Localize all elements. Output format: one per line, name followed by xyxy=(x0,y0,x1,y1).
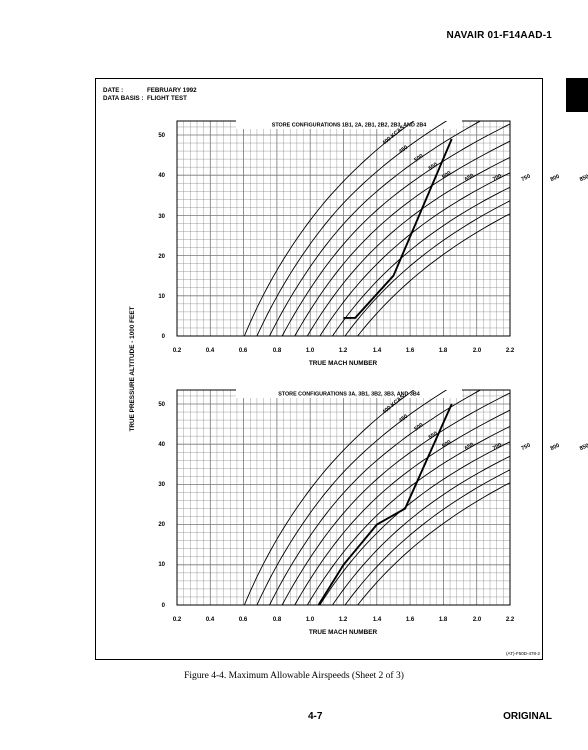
kcas-curves xyxy=(243,121,510,336)
figure-frame xyxy=(95,78,543,660)
page-number: 4-7 xyxy=(308,711,323,722)
chart-panel-1: STORE CONFIGURATIONS 1B1, 2A, 2B1, 2B2, … xyxy=(158,119,588,367)
kcas-curve-450 xyxy=(256,121,448,336)
kcas-curve-850 xyxy=(357,213,510,336)
kcas-curve-650 xyxy=(306,425,510,605)
kcas-curve-400 xyxy=(243,121,415,336)
kcas-curve-label: 850 xyxy=(579,174,588,183)
x-axis-label: TRUE MACH NUMBER xyxy=(309,629,378,636)
kcas-curve-label: 700 xyxy=(492,442,503,452)
kcas-curve-700 xyxy=(319,172,510,336)
figure-caption: Figure 4-4. Maximum Allowable Airspeeds … xyxy=(184,671,404,681)
kcas-curves xyxy=(243,390,510,605)
y-tick-label: 20 xyxy=(158,254,165,260)
kcas-curve-label: 850 xyxy=(579,443,588,452)
kcas-curve-label: 550 xyxy=(428,162,439,172)
y-axis-label: TRUE PRESSURE ALTITUDE - 1000 FEET xyxy=(129,306,136,431)
date-value: FEBRUARY 1992 xyxy=(147,87,197,94)
y-tick-label: 20 xyxy=(158,522,165,528)
kcas-curve-label: 600 xyxy=(441,170,452,180)
max-airspeed-limit-line xyxy=(317,403,453,606)
kcas-curve-600 xyxy=(294,140,510,336)
chart-title-box xyxy=(236,388,462,398)
date-label: DATE : xyxy=(103,87,124,94)
x-tick-label: 1.2 xyxy=(339,617,348,623)
x-tick-label: 2.2 xyxy=(506,348,515,354)
x-tick-label: 0.2 xyxy=(173,348,182,354)
kcas-curve-750 xyxy=(332,455,510,605)
x-axis-label: TRUE MACH NUMBER xyxy=(309,360,378,367)
kcas-curve-label: 750 xyxy=(520,443,531,452)
x-tick-label: 1.6 xyxy=(406,617,415,623)
data-basis-value: FLIGHT TEST xyxy=(147,95,187,102)
x-tick-label: 1.8 xyxy=(439,617,448,623)
kcas-curve-label: 600 xyxy=(441,439,452,449)
kcas-curve-550 xyxy=(281,123,510,336)
kcas-curve-label: 650 xyxy=(464,442,475,452)
kcas-curve-500 xyxy=(269,121,482,336)
x-tick-label: 1.0 xyxy=(306,617,315,623)
kcas-curve-450 xyxy=(256,390,448,605)
y-tick-label: 10 xyxy=(158,562,165,568)
x-tick-label: 1.4 xyxy=(373,348,382,354)
kcas-curve-label: 700 xyxy=(492,173,503,183)
page-status: ORIGINAL xyxy=(503,711,552,722)
chart-title: STORE CONFIGURATIONS 1B1, 2A, 2B1, 2B2, … xyxy=(272,123,426,129)
kcas-curve-label: 450 xyxy=(398,414,409,424)
x-tick-label: 0.8 xyxy=(273,348,282,354)
x-tick-label: 2.0 xyxy=(473,617,482,623)
kcas-curve-800 xyxy=(344,469,510,605)
data-basis-label: DATA BASIS : xyxy=(103,95,144,102)
kcas-curve-600 xyxy=(294,409,510,605)
x-tick-label: 0.4 xyxy=(206,617,215,623)
figure-metadata: DATE : FEBRUARY 1992 DATA BASIS : FLIGHT T… xyxy=(103,87,197,103)
kcas-curve-label: 750 xyxy=(520,174,531,183)
x-tick-label: 1.4 xyxy=(373,617,382,623)
kcas-curve-650 xyxy=(306,156,510,336)
y-tick-label: 0 xyxy=(162,334,166,340)
chart-title: STORE CONFIGURATIONS 3A, 3B1, 3B2, 3B3, … xyxy=(278,392,420,398)
y-tick-label: 50 xyxy=(158,133,165,139)
kcas-curve-400 xyxy=(243,390,415,605)
x-tick-label: 1.0 xyxy=(306,348,315,354)
kcas-curve-label: 800 xyxy=(550,443,561,452)
x-tick-label: 1.8 xyxy=(439,348,448,354)
kcas-curve-850 xyxy=(357,482,510,605)
x-tick-label: 1.2 xyxy=(339,348,348,354)
x-tick-label: 0.8 xyxy=(273,617,282,623)
kcas-curve-label: 500 xyxy=(413,153,424,163)
kcas-curve-label: 450 xyxy=(398,145,409,155)
chart-title-box xyxy=(236,119,462,129)
x-tick-label: 0.4 xyxy=(206,348,215,354)
x-tick-label: 0.6 xyxy=(239,348,248,354)
max-airspeed-limit-line xyxy=(343,138,453,319)
kcas-curve-label: 500 xyxy=(413,422,424,432)
y-tick-label: 30 xyxy=(158,482,165,488)
x-tick-label: 1.6 xyxy=(406,348,415,354)
kcas-curve-500 xyxy=(269,390,482,605)
section-tab xyxy=(566,78,588,112)
chart-panel-2: STORE CONFIGURATIONS 3A, 3B1, 3B2, 3B3, … xyxy=(158,388,588,636)
document-number: NAVAIR 01-F14AAD-1 xyxy=(446,30,552,41)
y-tick-label: 40 xyxy=(158,173,165,179)
x-tick-label: 0.6 xyxy=(239,617,248,623)
kcas-curve-label: 800 xyxy=(550,174,561,183)
x-tick-label: 2.0 xyxy=(473,348,482,354)
figure-reference: (AT)-F50D-478-2 xyxy=(506,651,540,656)
x-tick-label: 2.2 xyxy=(506,617,515,623)
kcas-curve-750 xyxy=(332,186,510,336)
kcas-curve-label: 650 xyxy=(464,173,475,183)
y-tick-label: 0 xyxy=(162,603,166,609)
kcas-curve-700 xyxy=(319,441,510,605)
kcas-curve-800 xyxy=(344,200,510,336)
y-tick-label: 30 xyxy=(158,214,165,220)
kcas-curve-label: 550 xyxy=(428,431,439,441)
x-tick-label: 0.2 xyxy=(173,617,182,623)
y-tick-label: 40 xyxy=(158,442,165,448)
y-tick-label: 10 xyxy=(158,294,165,300)
y-tick-label: 50 xyxy=(158,402,165,408)
kcas-curve-550 xyxy=(281,392,510,605)
